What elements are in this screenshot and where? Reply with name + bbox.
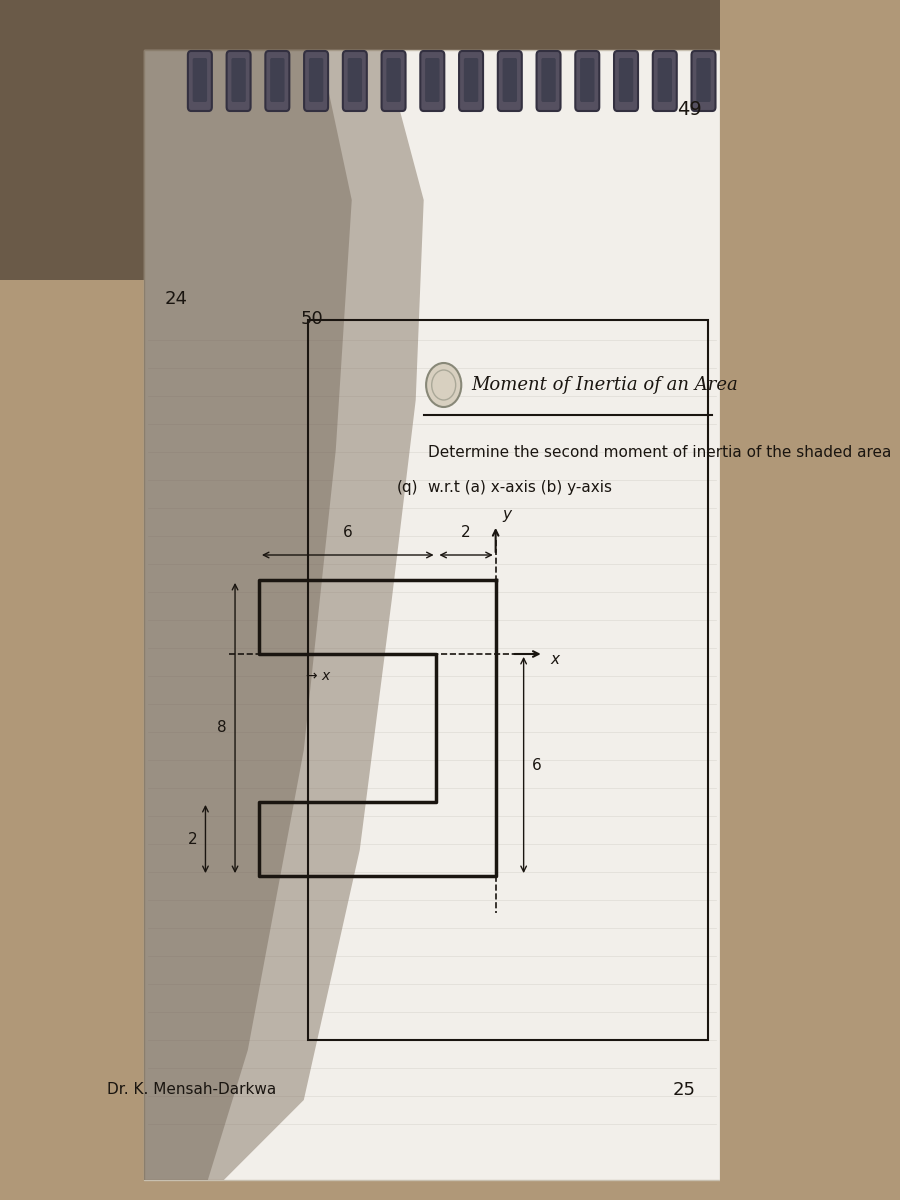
FancyBboxPatch shape <box>347 58 362 102</box>
Text: → x: → x <box>306 670 330 683</box>
FancyBboxPatch shape <box>193 58 207 102</box>
Text: 6: 6 <box>532 757 542 773</box>
Polygon shape <box>144 50 352 1180</box>
FancyBboxPatch shape <box>619 58 634 102</box>
Text: 25: 25 <box>672 1081 696 1099</box>
FancyBboxPatch shape <box>343 50 367 110</box>
FancyBboxPatch shape <box>658 58 672 102</box>
FancyBboxPatch shape <box>580 58 595 102</box>
FancyBboxPatch shape <box>425 58 439 102</box>
FancyBboxPatch shape <box>464 58 478 102</box>
Text: Dr. K. Mensah-Darkwa: Dr. K. Mensah-Darkwa <box>107 1082 276 1098</box>
FancyBboxPatch shape <box>227 50 250 110</box>
FancyBboxPatch shape <box>231 58 246 102</box>
Text: 2: 2 <box>188 832 197 846</box>
FancyBboxPatch shape <box>304 50 328 110</box>
Text: 8: 8 <box>218 720 227 736</box>
FancyBboxPatch shape <box>498 50 522 110</box>
Polygon shape <box>0 280 719 1200</box>
Text: 6: 6 <box>343 526 353 540</box>
Text: Moment of Inertia of an Area: Moment of Inertia of an Area <box>472 376 738 394</box>
Polygon shape <box>144 50 424 1180</box>
FancyBboxPatch shape <box>382 50 406 110</box>
FancyBboxPatch shape <box>188 50 212 110</box>
Text: 49: 49 <box>677 100 702 119</box>
Text: w.r.t (a) x-axis (b) y-axis: w.r.t (a) x-axis (b) y-axis <box>428 480 612 494</box>
FancyBboxPatch shape <box>614 50 638 110</box>
FancyBboxPatch shape <box>502 58 517 102</box>
FancyBboxPatch shape <box>266 50 289 110</box>
Text: (q): (q) <box>397 480 418 494</box>
FancyBboxPatch shape <box>536 50 561 110</box>
FancyBboxPatch shape <box>541 58 555 102</box>
Text: 2: 2 <box>462 526 471 540</box>
FancyBboxPatch shape <box>309 58 323 102</box>
Bar <box>308 320 707 1040</box>
Polygon shape <box>0 0 719 280</box>
FancyBboxPatch shape <box>697 58 711 102</box>
FancyBboxPatch shape <box>691 50 716 110</box>
Circle shape <box>426 362 462 407</box>
FancyBboxPatch shape <box>270 58 284 102</box>
Text: 50: 50 <box>301 310 323 328</box>
FancyBboxPatch shape <box>386 58 400 102</box>
Polygon shape <box>144 50 719 1180</box>
Text: y: y <box>502 508 511 522</box>
FancyBboxPatch shape <box>459 50 483 110</box>
Text: 24: 24 <box>165 290 187 308</box>
FancyBboxPatch shape <box>652 50 677 110</box>
Text: Determine the second moment of inertia of the shaded area: Determine the second moment of inertia o… <box>428 445 891 460</box>
FancyBboxPatch shape <box>420 50 445 110</box>
FancyBboxPatch shape <box>575 50 599 110</box>
Text: x: x <box>550 652 559 666</box>
